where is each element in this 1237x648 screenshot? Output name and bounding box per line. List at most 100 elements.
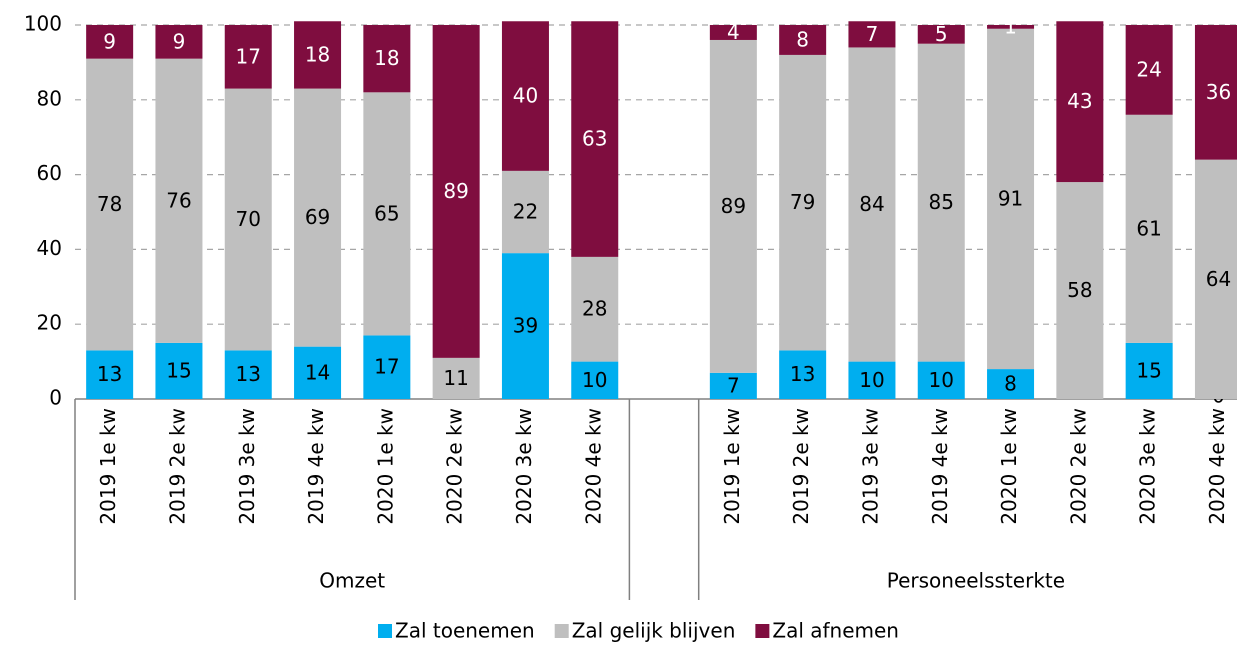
x-tick-label: 2019 4e kw: [304, 408, 328, 525]
legend-swatch: [755, 624, 770, 638]
data-label: 40: [513, 84, 538, 108]
data-label: 24: [1136, 57, 1161, 81]
x-tick-label: 2020 2e kw: [1066, 408, 1090, 525]
bar-segment: [848, 47, 896, 362]
y-tick-label: 80: [37, 86, 62, 110]
bar-segment: [224, 25, 272, 89]
bar-segment: [155, 25, 203, 59]
bar-segment: [709, 25, 757, 40]
y-tick-label: 60: [37, 161, 62, 185]
data-label: 13: [790, 362, 815, 386]
bar-segment: [501, 170, 549, 254]
data-label: 17: [236, 44, 261, 68]
bar-segment: [848, 21, 896, 48]
bar-segment: [86, 58, 134, 351]
data-label: 22: [513, 200, 538, 224]
legend-label: Zal toenemen: [395, 619, 535, 643]
data-label: 85: [929, 190, 954, 214]
bar-segment: [363, 92, 411, 336]
data-label: 28: [582, 297, 607, 321]
group-label: Personeelssterkte: [887, 569, 1065, 593]
data-label: 11: [443, 366, 468, 390]
legend-swatch: [378, 624, 392, 638]
bar-segment: [848, 361, 896, 399]
data-label: 7: [727, 373, 740, 397]
bar-segment: [501, 253, 549, 399]
bar-segment: [294, 346, 342, 399]
x-tick-label: 2019 2e kw: [165, 408, 189, 525]
data-label: 64: [1206, 267, 1231, 291]
bar-segment: [86, 25, 134, 59]
bar-segment: [86, 350, 134, 399]
data-label: 69: [305, 205, 330, 229]
data-label: 10: [929, 368, 954, 392]
data-label: 84: [859, 192, 884, 216]
data-label: 14: [305, 360, 330, 384]
y-tick-label: 0: [49, 386, 62, 410]
legend-swatch: [554, 624, 569, 638]
x-tick-label: 2019 1e kw: [720, 408, 744, 525]
legend-label: Zal gelijk blijven: [572, 619, 736, 643]
bar-segment: [917, 361, 965, 399]
data-label: 70: [236, 207, 261, 231]
x-tick-label: 2020 3e kw: [1136, 408, 1160, 525]
bar-segment: [1194, 25, 1237, 160]
bar-segment: [224, 88, 272, 351]
bar-segment: [155, 342, 203, 399]
group-label: Omzet: [319, 569, 385, 593]
bar-segment: [224, 350, 272, 399]
bar-segment: [1125, 25, 1173, 115]
data-label: 61: [1136, 216, 1161, 240]
bar-segment: [1056, 21, 1104, 183]
bar-segment: [987, 25, 1035, 29]
bar-segment: [779, 350, 827, 399]
data-label: 78: [97, 192, 122, 216]
bar-segment: [294, 88, 342, 347]
data-label: 8: [1004, 372, 1017, 396]
bar-segment: [987, 28, 1035, 370]
data-label: 1: [1004, 14, 1017, 38]
data-label: 9: [173, 29, 186, 53]
legend-label: Zal afnemen: [772, 619, 899, 643]
bar-segment: [432, 357, 480, 399]
x-tick-label: 2020 4e kw: [581, 408, 605, 525]
bar-segment: [155, 58, 203, 343]
data-label: 36: [1206, 80, 1231, 104]
x-tick-label: 2019 3e kw: [235, 408, 259, 525]
bar-segment: [779, 54, 827, 351]
data-label: 76: [166, 188, 191, 212]
data-label: 18: [305, 42, 330, 66]
bar-segment: [709, 372, 757, 399]
data-label: 9: [103, 29, 116, 53]
data-label: 5: [935, 22, 948, 46]
data-label: 10: [582, 368, 607, 392]
x-tick-label: 2019 2e kw: [789, 408, 813, 525]
data-label: 79: [790, 190, 815, 214]
bar-segment: [571, 361, 619, 399]
data-label: 18: [374, 46, 399, 70]
data-label: 13: [97, 362, 122, 386]
bar-segment: [294, 21, 342, 89]
x-tick-label: 2020 3e kw: [512, 408, 536, 525]
bar-segment: [1194, 159, 1237, 399]
x-tick-label: 2020 2e kw: [443, 408, 467, 525]
bar-segment: [571, 21, 619, 257]
bar-segment: [1125, 342, 1173, 399]
bar-segment: [501, 21, 549, 171]
bar-segment: [363, 335, 411, 399]
bar-segment: [432, 25, 480, 358]
bar-segment: [709, 39, 757, 373]
bar-segment: [363, 25, 411, 93]
data-label: 13: [236, 362, 261, 386]
data-label: 91: [998, 186, 1023, 210]
x-tick-label: 2020 1e kw: [997, 408, 1021, 525]
data-label: 89: [721, 194, 746, 218]
data-label: 4: [727, 20, 740, 44]
bar-segment: [1125, 114, 1173, 343]
data-label: 43: [1067, 89, 1092, 113]
data-label: 8: [796, 27, 809, 51]
data-label: 63: [582, 127, 607, 151]
data-label: 58: [1067, 278, 1092, 302]
bar-segment: [917, 25, 965, 44]
